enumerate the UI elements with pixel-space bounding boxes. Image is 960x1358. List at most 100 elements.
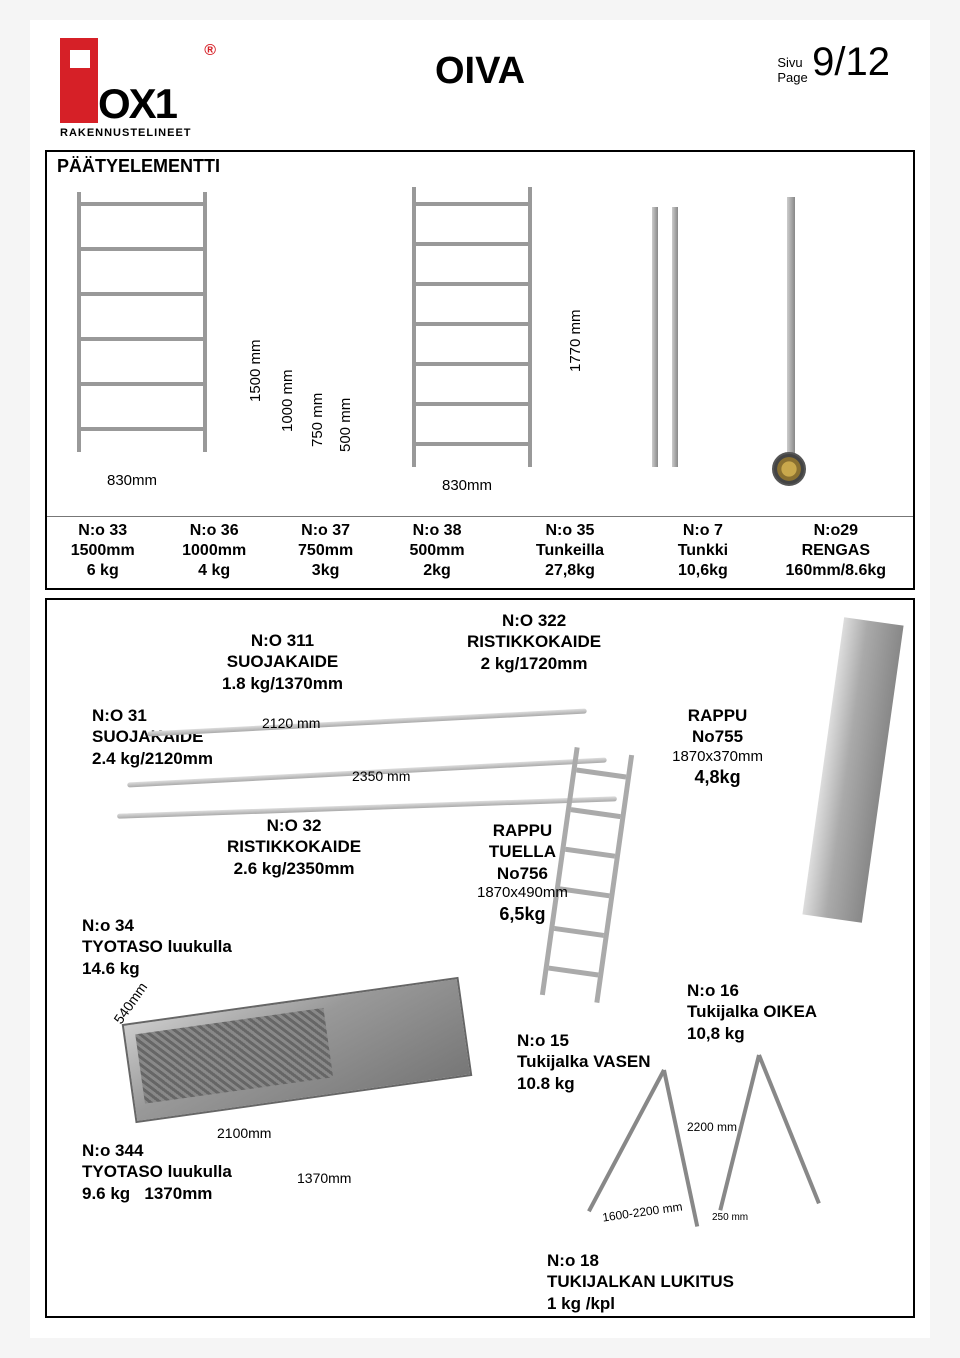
item-no: N:O 31 xyxy=(92,705,213,726)
spec-l2: 500mm xyxy=(383,541,490,561)
item-name: RISTIKKOKAIDE xyxy=(227,836,361,857)
header: OX1 ® RAKENNUSTELINEET OIVA Sivu Page 9/… xyxy=(30,20,930,150)
panel-bottom: N:O 311 SUOJAKAIDE 1.8 kg/1370mm N:O 322… xyxy=(45,598,915,1318)
spec-l3: 10,6kg xyxy=(649,561,756,581)
spec-l2: 750mm xyxy=(272,541,379,561)
spec-36: N:o 36 1000mm 4 kg xyxy=(158,517,269,588)
spec-no: N:o 36 xyxy=(160,521,267,541)
stabilizer-right-icon xyxy=(717,1055,867,1225)
dim-2100: 2100mm xyxy=(217,1125,271,1141)
dim-500: 500 mm xyxy=(337,398,354,452)
label-rappu755: RAPPU No755 1870x370mm 4,8kg xyxy=(672,705,763,789)
panel-top: PÄÄTYELEMENTTI 1500 mm 1000 mm 750 mm 50… xyxy=(45,150,915,590)
dim-1770: 1770 mm xyxy=(567,309,584,372)
platform-icon xyxy=(122,977,473,1123)
item-wt: 9.6 kg xyxy=(82,1184,130,1203)
dim-540: 540mm xyxy=(110,979,150,1026)
item-no: N:O 311 xyxy=(222,630,343,651)
item-title: RAPPU xyxy=(477,820,568,841)
page: OX1 ® RAKENNUSTELINEET OIVA Sivu Page 9/… xyxy=(30,20,930,1338)
item-name: Tukijalka OIKEA xyxy=(687,1001,817,1022)
guard-bar-icon xyxy=(147,708,587,736)
spec-row: N:o 33 1500mm 6 kg N:o 36 1000mm 4 kg N:… xyxy=(47,516,913,588)
item-spec: 2 kg/1720mm xyxy=(467,653,601,674)
item-spec: 2.6 kg/2350mm xyxy=(227,858,361,879)
dim-830-mid: 830mm xyxy=(442,477,492,494)
dim-2120: 2120 mm xyxy=(262,715,320,731)
item-name: TUELLA xyxy=(477,841,568,862)
label-n16: N:o 16 Tukijalka OIKEA 10,8 kg xyxy=(687,980,817,1044)
label-n344: N:o 344 TYOTASO luukulla 9.6 kg 1370mm xyxy=(82,1140,232,1204)
spec-no: N:o 38 xyxy=(383,521,490,541)
spec-l2: 1500mm xyxy=(49,541,156,561)
spec-l2: 1000mm xyxy=(160,541,267,561)
logo-text: OX1 xyxy=(98,85,176,123)
item-wt: 4,8kg xyxy=(672,766,763,789)
spec-37: N:o 37 750mm 3kg xyxy=(270,517,381,588)
item-no: N:O 32 xyxy=(227,815,361,836)
dim-1000: 1000 mm xyxy=(279,369,296,432)
logo-subtitle: RAKENNUSTELINEET xyxy=(60,127,215,139)
spec-29: N:o29 RENGAS 160mm/8.6kg xyxy=(759,517,913,588)
item-no: No756 xyxy=(477,863,568,884)
item-wt: 1 kg /kpl xyxy=(547,1293,734,1314)
wheel-post-icon xyxy=(787,197,795,457)
item-wt: 6,5kg xyxy=(477,903,568,926)
spec-no: N:o 35 xyxy=(495,521,645,541)
panel-top-title: PÄÄTYELEMENTTI xyxy=(57,156,220,177)
label-n32: N:O 32 RISTIKKOKAIDE 2.6 kg/2350mm xyxy=(227,815,361,879)
item-spec: 2.4 kg/2120mm xyxy=(92,748,213,769)
item-no: N:o 18 xyxy=(547,1250,734,1271)
spec-no: N:o29 xyxy=(761,521,911,541)
item-dim: 1370mm xyxy=(144,1184,212,1203)
item-dim: 1870x370mm xyxy=(672,748,763,767)
spec-35: N:o 35 Tunkeilla 27,8kg xyxy=(493,517,647,588)
logo: OX1 ® RAKENNUSTELINEET xyxy=(60,38,215,139)
item-dim: 1870x490mm xyxy=(477,884,568,903)
dim-1370b: 1370mm xyxy=(297,1170,351,1186)
dim-2200: 2200 mm xyxy=(687,1120,737,1134)
item-name: SUOJAKAIDE xyxy=(222,651,343,672)
page-label-en: Page xyxy=(777,70,807,85)
jack-post-icon xyxy=(652,207,658,467)
item-no: N:o 15 xyxy=(517,1030,651,1051)
page-label-fi: Sivu xyxy=(777,55,802,70)
caster-wheel-icon xyxy=(772,452,806,486)
item-no: N:O 322 xyxy=(467,610,601,631)
item-wt: 14.6 kg xyxy=(82,958,232,979)
spec-l3: 4 kg xyxy=(160,561,267,581)
spec-no: N:o 33 xyxy=(49,521,156,541)
spec-l3: 2kg xyxy=(383,561,490,581)
logo-mark: OX1 ® xyxy=(60,38,210,123)
spec-l2: RENGAS xyxy=(761,541,911,561)
item-spec: 1.8 kg/1370mm xyxy=(222,673,343,694)
page-number-value: 9/12 xyxy=(812,40,890,84)
jack-post2-icon xyxy=(672,207,678,467)
item-name: TYOTASO luukulla xyxy=(82,1161,232,1182)
spec-7: N:o 7 Tunkki 10,6kg xyxy=(647,517,758,588)
item-title: RAPPU xyxy=(672,705,763,726)
registered-icon: ® xyxy=(204,42,216,60)
label-n34: N:o 34 TYOTASO luukulla 14.6 kg xyxy=(82,915,232,979)
ramp-beam-icon xyxy=(802,617,903,922)
item-name: TYOTASO luukulla xyxy=(82,936,232,957)
spec-l3: 3kg xyxy=(272,561,379,581)
spec-l3: 160mm/8.6kg xyxy=(761,561,911,581)
label-n18: N:o 18 TUKIJALKAN LUKITUS 1 kg /kpl xyxy=(547,1250,734,1314)
spec-l3: 6 kg xyxy=(49,561,156,581)
page-number: Sivu Page 9/12 xyxy=(777,40,890,85)
item-wt: 10,8 kg xyxy=(687,1023,817,1044)
ladder-frame-left-icon xyxy=(77,192,207,452)
label-n311: N:O 311 SUOJAKAIDE 1.8 kg/1370mm xyxy=(222,630,343,694)
item-name: TUKIJALKAN LUKITUS xyxy=(547,1271,734,1292)
item-name: RISTIKKOKAIDE xyxy=(467,631,601,652)
item-no: No755 xyxy=(672,726,763,747)
item-no: N:o 34 xyxy=(82,915,232,936)
label-rappu756: RAPPU TUELLA No756 1870x490mm 6,5kg xyxy=(477,820,568,925)
dim-830-left: 830mm xyxy=(107,472,157,489)
spec-38: N:o 38 500mm 2kg xyxy=(381,517,492,588)
spec-no: N:o 7 xyxy=(649,521,756,541)
item-no: N:o 344 xyxy=(82,1140,232,1161)
spec-no: N:o 37 xyxy=(272,521,379,541)
guard-bar-icon xyxy=(117,796,617,818)
